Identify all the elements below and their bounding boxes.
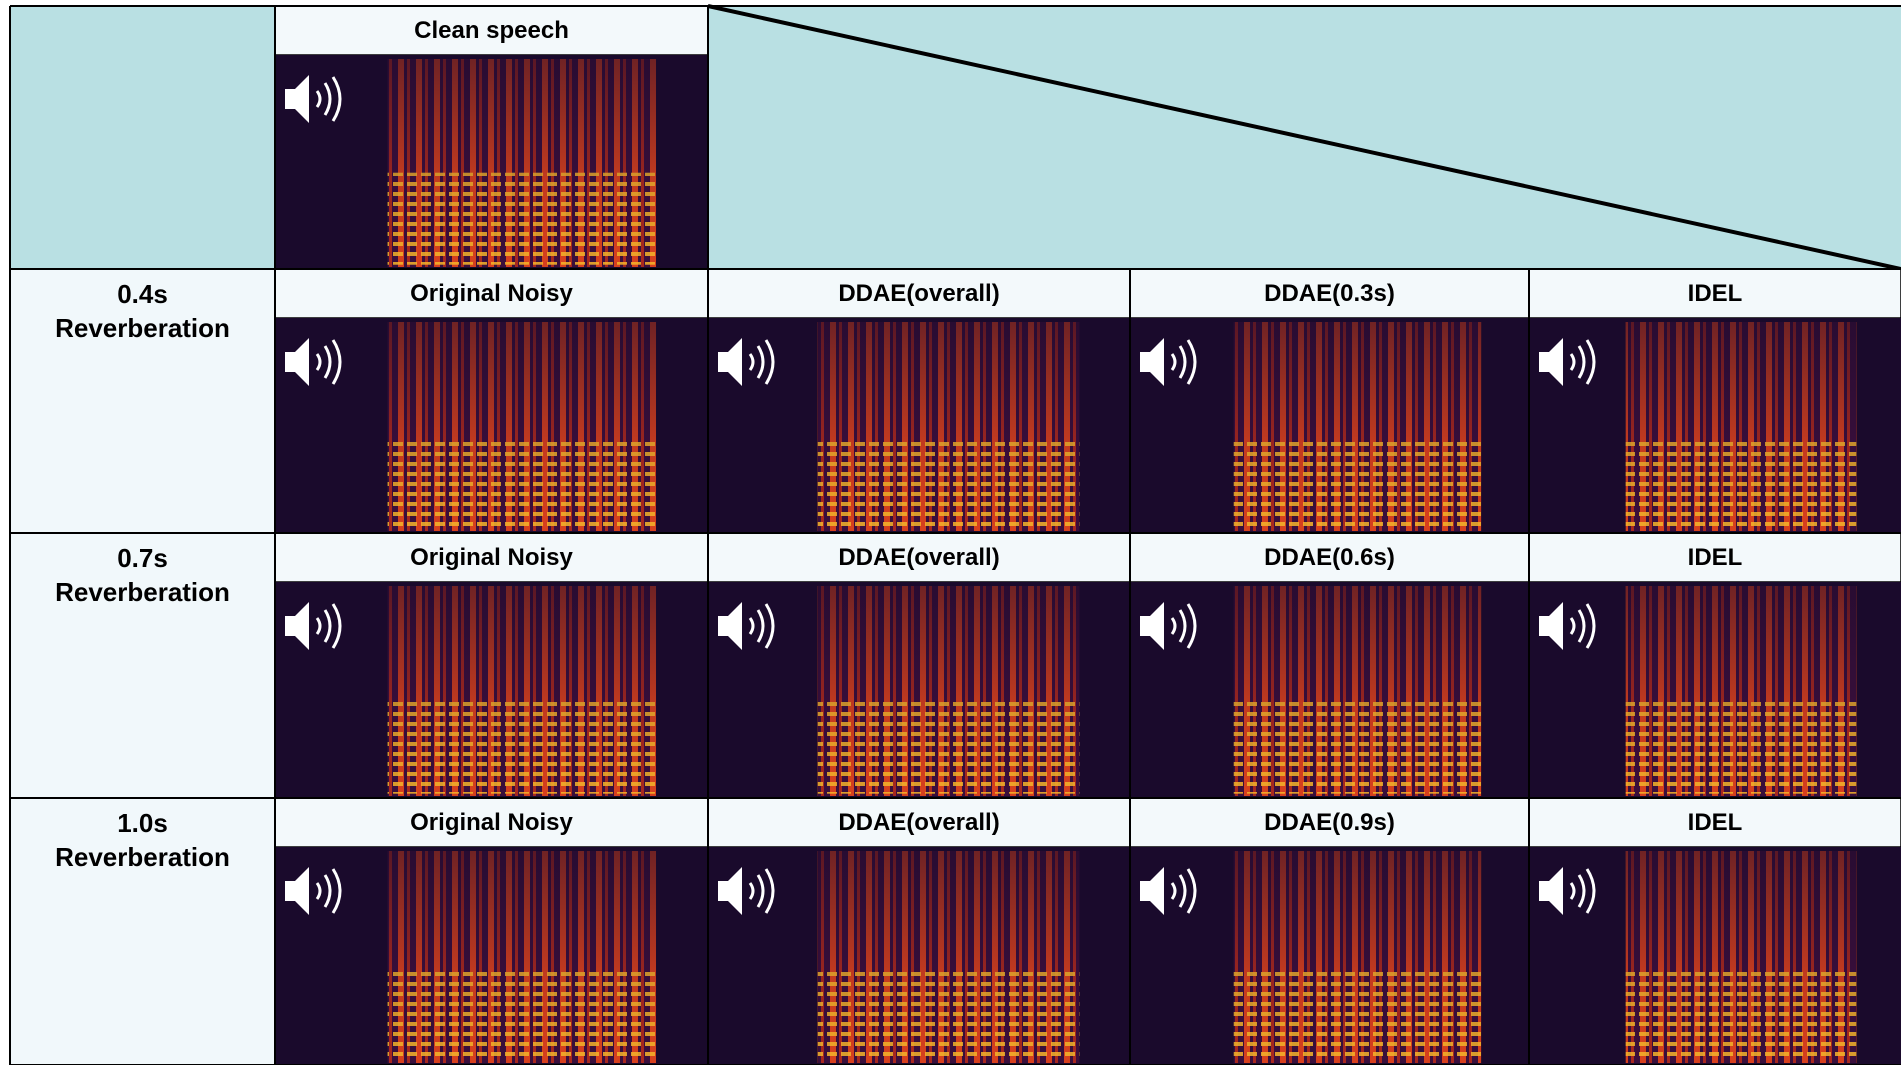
cell-title: IDEL: [1688, 809, 1743, 836]
row-label: 0.7s: [117, 543, 168, 573]
cell-title: Original Noisy: [410, 280, 573, 307]
row-label: Reverberation: [55, 577, 230, 607]
spectrogram-fade: [1626, 586, 1857, 796]
spectrogram-fade: [818, 322, 1080, 531]
cell-title: DDAE(overall): [838, 280, 999, 307]
spectrogram-fade: [818, 586, 1080, 796]
spectrogram-fade: [1234, 586, 1481, 796]
cell-title: IDEL: [1688, 280, 1743, 307]
spectrogram-fade: [388, 586, 656, 796]
cell-title: IDEL: [1688, 544, 1743, 571]
spectrogram-fade: [388, 851, 656, 1063]
spectrogram-fade: [1626, 322, 1857, 531]
cell-title: DDAE(0.3s): [1264, 280, 1395, 307]
spectrogram-fade: [1234, 851, 1481, 1063]
cell-title: DDAE(0.6s): [1264, 544, 1395, 571]
row-label: Reverberation: [55, 842, 230, 872]
row-label: Reverberation: [55, 313, 230, 343]
cell-title: DDAE(overall): [838, 809, 999, 836]
cell-title: Original Noisy: [410, 544, 573, 571]
figure: Clean speech 0.4s Reverberation Original No…: [0, 0, 1901, 1065]
spectrogram-fade: [388, 322, 656, 531]
label-column: [10, 269, 275, 1065]
cell-title: Original Noisy: [410, 809, 573, 836]
spectrogram-fade: [388, 59, 656, 267]
spectrogram-fade: [1234, 322, 1481, 531]
cell-title: DDAE(overall): [838, 544, 999, 571]
row-label: 1.0s: [117, 808, 168, 838]
cell-title: DDAE(0.9s): [1264, 809, 1395, 836]
cell-title: Clean speech: [414, 17, 569, 44]
row-label: 0.4s: [117, 279, 168, 309]
spectrogram-fade: [818, 851, 1080, 1063]
spectrogram-fade: [1626, 851, 1857, 1063]
